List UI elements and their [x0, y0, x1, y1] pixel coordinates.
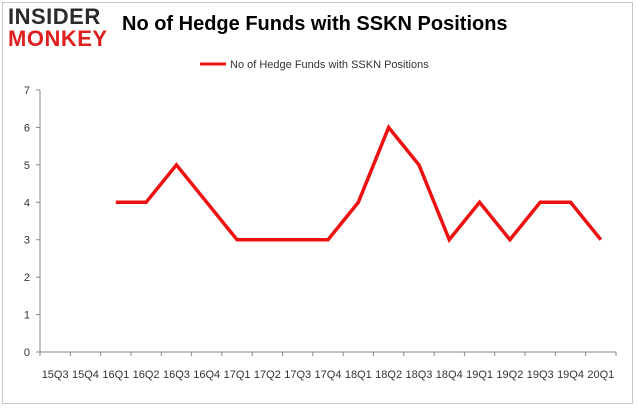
y-tick-label: 1: [24, 310, 30, 322]
chart-title: No of Hedge Funds with SSKN Positions: [122, 13, 508, 35]
x-tick-label: 19Q2: [496, 369, 523, 381]
x-tick-label: 17Q2: [254, 369, 281, 381]
data-point: [236, 238, 239, 241]
x-tick-label: 18Q4: [436, 369, 463, 381]
x-tick-label: 18Q1: [345, 369, 372, 381]
x-tick-label: 18Q3: [405, 369, 432, 381]
y-tick-label: 2: [24, 272, 30, 284]
y-tick-label: 0: [24, 347, 30, 359]
x-tick-label: 17Q3: [284, 369, 311, 381]
y-tick-label: 3: [24, 235, 30, 247]
data-point: [417, 163, 420, 166]
x-tick-label: 16Q4: [193, 369, 220, 381]
x-tick-label: 15Q3: [42, 369, 69, 381]
y-tick-label: 7: [24, 85, 30, 97]
chart-frame: [2, 2, 633, 404]
x-tick-label: 16Q3: [163, 369, 190, 381]
insider-monkey-logo: INSIDER MONKEY: [8, 6, 118, 52]
data-point: [569, 201, 572, 204]
x-tick-label: 17Q4: [315, 369, 342, 381]
data-point: [357, 201, 360, 204]
y-tick-label: 4: [24, 197, 30, 209]
data-point: [145, 201, 148, 204]
x-tick-label: 16Q2: [133, 369, 160, 381]
data-point: [296, 238, 299, 241]
data-point: [599, 238, 602, 241]
data-point: [327, 238, 330, 241]
legend-label: No of Hedge Funds with SSKN Positions: [230, 59, 429, 71]
x-tick-label: 19Q4: [557, 369, 584, 381]
x-tick-label: 17Q1: [224, 369, 251, 381]
data-point: [175, 163, 178, 166]
data-point: [448, 238, 451, 241]
x-tick-label: 20Q1: [587, 369, 614, 381]
x-tick-label: 19Q3: [527, 369, 554, 381]
data-point: [205, 201, 208, 204]
x-tick-label: 16Q1: [102, 369, 129, 381]
data-point: [387, 126, 390, 129]
logo-text-bottom: MONKEY: [8, 26, 108, 51]
data-point: [508, 238, 511, 241]
data-point: [114, 201, 117, 204]
data-point: [539, 201, 542, 204]
y-tick-label: 5: [24, 160, 30, 172]
logo-text-top: INSIDER: [8, 4, 101, 29]
x-tick-label: 18Q2: [375, 369, 402, 381]
x-tick-label: 19Q1: [466, 369, 493, 381]
x-tick-label: 15Q4: [72, 369, 99, 381]
series-line: [115, 124, 603, 244]
data-point: [478, 201, 481, 204]
y-tick-label: 6: [24, 122, 30, 134]
data-point: [266, 238, 269, 241]
